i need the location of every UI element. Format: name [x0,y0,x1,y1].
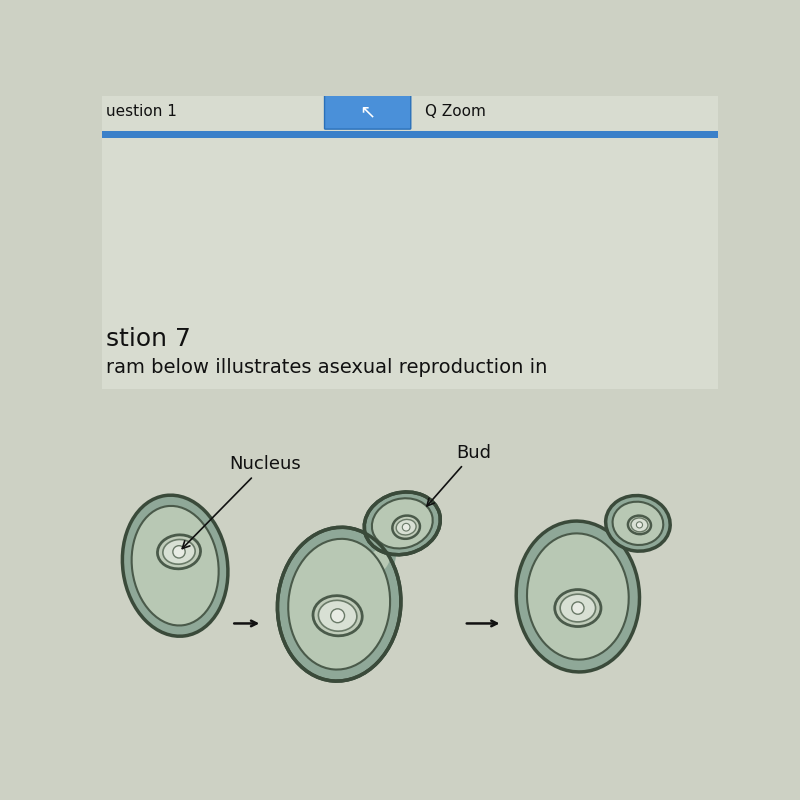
Ellipse shape [631,518,648,532]
Ellipse shape [359,542,396,581]
Ellipse shape [365,549,390,575]
Circle shape [330,609,345,622]
Circle shape [636,522,642,528]
Ellipse shape [560,594,595,622]
Ellipse shape [628,516,651,534]
Ellipse shape [372,498,433,549]
Circle shape [402,523,410,531]
Text: uestion 1: uestion 1 [106,104,177,119]
Ellipse shape [158,535,201,569]
Text: ram below illustrates asexual reproduction in: ram below illustrates asexual reproducti… [106,358,547,377]
Ellipse shape [318,600,357,631]
Ellipse shape [163,539,195,564]
Bar [102,130,718,138]
Ellipse shape [278,527,401,681]
Circle shape [572,602,584,614]
Text: stion 7: stion 7 [106,327,190,351]
Text: Bud: Bud [427,444,491,506]
Text: Q Zoom: Q Zoom [426,104,486,119]
Ellipse shape [288,539,390,670]
Ellipse shape [396,519,416,535]
FancyBboxPatch shape [325,95,410,129]
Text: Nucleus: Nucleus [182,455,301,549]
Circle shape [173,546,185,558]
Ellipse shape [554,590,601,626]
Bar [102,96,718,389]
Ellipse shape [364,492,440,554]
Ellipse shape [122,495,228,636]
Ellipse shape [516,521,639,672]
Ellipse shape [606,495,670,551]
Ellipse shape [313,596,362,636]
Ellipse shape [132,506,218,626]
Ellipse shape [613,502,663,545]
Ellipse shape [392,515,420,539]
Text: ↖: ↖ [359,102,376,122]
Ellipse shape [527,534,629,660]
